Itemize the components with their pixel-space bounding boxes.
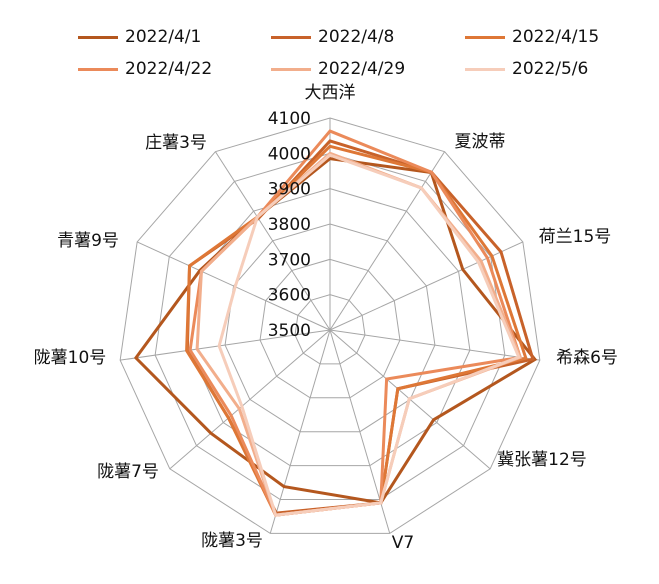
tick-label: 3700 [268,250,311,270]
axis-spoke [136,241,331,331]
axis-spoke [329,241,524,331]
grid-ring [259,258,401,399]
category-label: V7 [391,533,415,553]
series-lines [133,129,538,517]
radar-grid [119,117,541,534]
legend-swatch [465,67,505,71]
category-label: 荷兰15号 [538,227,612,247]
legend-item: 2022/4/29 [271,59,405,79]
grid-ring [119,117,541,534]
radial-tick-labels: 3500 3600 3700 3800 3900 4000 4100 [268,109,311,341]
axis-spoke [329,151,446,331]
legend-item: 2022/4/15 [465,27,599,47]
series-line [185,139,535,515]
legend-label: 2022/4/29 [318,59,406,79]
legend-swatch [78,35,118,39]
category-label: 希森6号 [556,348,618,368]
tick-label: 3600 [268,286,311,306]
legend-label: 2022/5/6 [512,59,589,79]
axis-spoke [120,329,331,361]
axis-spoke [269,329,331,534]
tick-label: 4000 [268,144,311,164]
axis-spoke [329,329,540,361]
grid-ring [224,223,436,433]
legend-swatch [465,35,505,39]
legend-label: 2022/4/8 [318,27,395,47]
legend-swatch [271,35,311,39]
legend-swatch [78,67,118,71]
legend-label: 2022/4/1 [125,27,202,47]
axis-spoke [169,329,331,470]
tick-label: 3800 [268,215,311,235]
category-label: 陇薯10号 [33,348,107,368]
category-label: 大西洋 [304,83,356,103]
category-label: 青薯9号 [57,231,119,251]
legend-item: 2022/4/1 [78,27,201,47]
category-label: 冀张薯12号 [497,450,587,470]
series-line [185,144,528,517]
grid-ring [294,294,366,365]
legend-item: 2022/4/22 [78,59,212,79]
tick-label: 3500 [268,321,311,341]
legend-swatch [271,67,311,71]
axis-spoke [214,151,331,331]
category-label: 夏波蒂 [454,132,506,152]
category-label: 陇薯7号 [97,462,159,482]
tick-label: 4100 [268,109,311,129]
legend-item: 2022/5/6 [465,59,588,79]
legend-label: 2022/4/22 [125,59,213,79]
legend-label: 2022/4/15 [512,27,600,47]
category-label: 陇薯3号 [201,531,263,551]
legend-item: 2022/4/8 [271,27,394,47]
series-line [217,153,521,517]
tick-label: 3900 [268,180,311,200]
category-label: 庄薯3号 [145,133,207,153]
